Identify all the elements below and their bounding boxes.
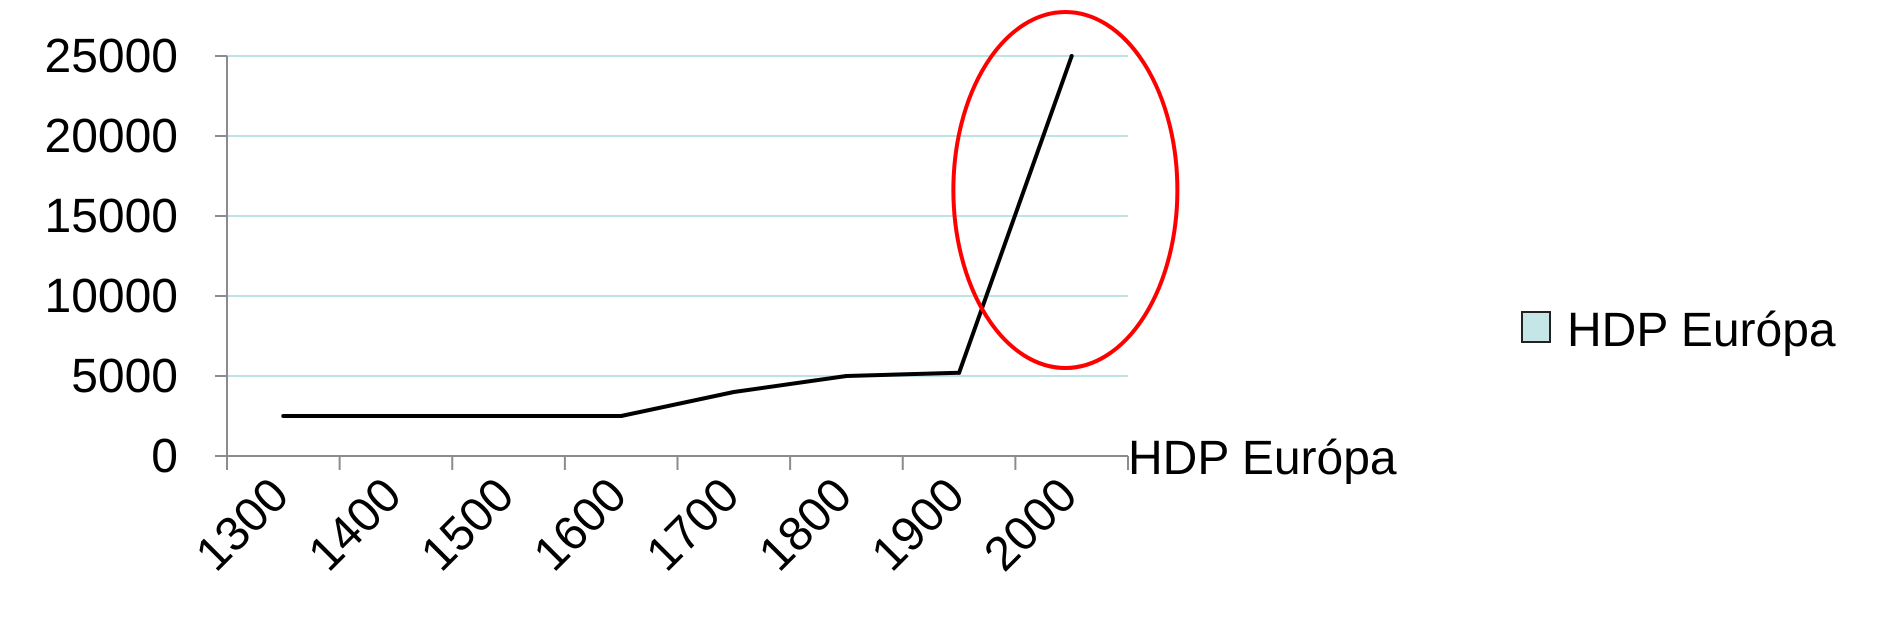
legend-swatch (1521, 311, 1551, 343)
annotation-layer (951, 10, 1180, 370)
x-tick-label: 1900 (862, 468, 975, 581)
x-tick-label: 1800 (749, 468, 862, 581)
series-layer (281, 54, 1074, 418)
y-tick-label: 10000 (45, 270, 178, 323)
x-tick-label: 1600 (524, 468, 637, 581)
y-tick-layer: 0 5000 10000 15000 20000 25000 (45, 30, 227, 483)
x-tick-label: 1400 (299, 468, 412, 581)
data-point (1069, 54, 1074, 58)
series-line-hdp-europa (283, 55, 1074, 418)
data-point (731, 390, 736, 394)
y-tick-label: 25000 (45, 30, 178, 83)
data-point (393, 414, 398, 418)
legend-label: HDP Európa (1567, 304, 1836, 357)
x-axis-title: HDP Európa (1128, 432, 1397, 485)
x-tick-label: 1300 (186, 468, 299, 581)
axis-layer (226, 56, 1128, 457)
y-tick-label: 5000 (71, 350, 178, 403)
data-point (844, 374, 849, 378)
data-point (506, 414, 511, 418)
data-point (619, 414, 624, 418)
data-point (957, 370, 962, 375)
y-tick-label: 20000 (45, 110, 178, 163)
x-tick-label: 2000 (974, 468, 1087, 581)
legend: HDP Európa (1521, 304, 1836, 357)
y-tick-label: 15000 (45, 190, 178, 243)
grid-layer (227, 55, 1128, 377)
x-tick-layer: 1300 1400 1500 1600 1700 1800 1900 2000 (186, 456, 1129, 581)
highlight-ellipse (951, 10, 1180, 370)
y-tick-label: 0 (151, 430, 178, 483)
data-point (281, 414, 286, 418)
x-tick-label: 1700 (637, 468, 750, 581)
x-tick-label: 1500 (411, 468, 524, 581)
